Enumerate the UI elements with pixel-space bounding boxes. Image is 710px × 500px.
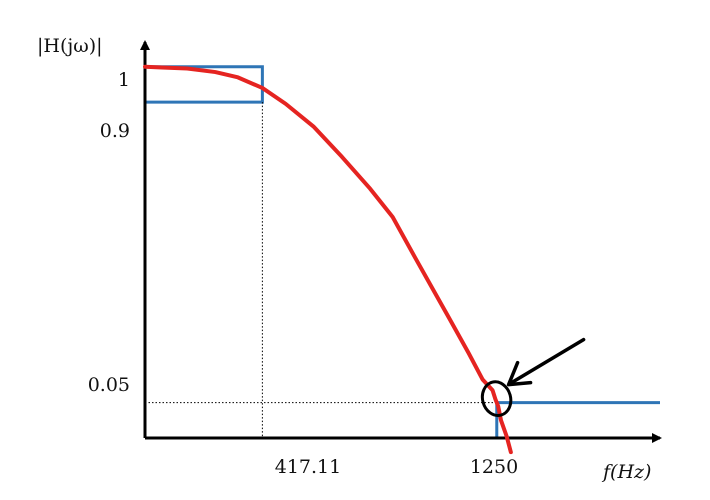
x-tick-label-1250: 1250 — [470, 456, 518, 478]
y-axis-label: |H(jω)| — [37, 35, 103, 57]
pointer-arrow-shaft — [509, 337, 586, 385]
y-tick-label-0-9: 0.9 — [100, 120, 130, 142]
y-tick-label-1: 1 — [118, 69, 130, 91]
tolerance-mask — [145, 65, 660, 438]
stopband-mask — [495, 401, 660, 438]
annotations — [480, 337, 586, 417]
pointer-arrow-head — [506, 360, 533, 387]
x-axis-label: f(Hz) — [601, 461, 651, 483]
x-tick-label-417: 417.11 — [275, 456, 341, 478]
highlight-circle — [480, 380, 513, 417]
guide-lines — [145, 102, 497, 438]
series-layer — [143, 64, 513, 455]
y-tick-label-0-05: 0.05 — [88, 374, 130, 396]
passband-mask — [145, 65, 264, 104]
response-curve-0 — [143, 64, 513, 455]
axes — [140, 40, 662, 443]
